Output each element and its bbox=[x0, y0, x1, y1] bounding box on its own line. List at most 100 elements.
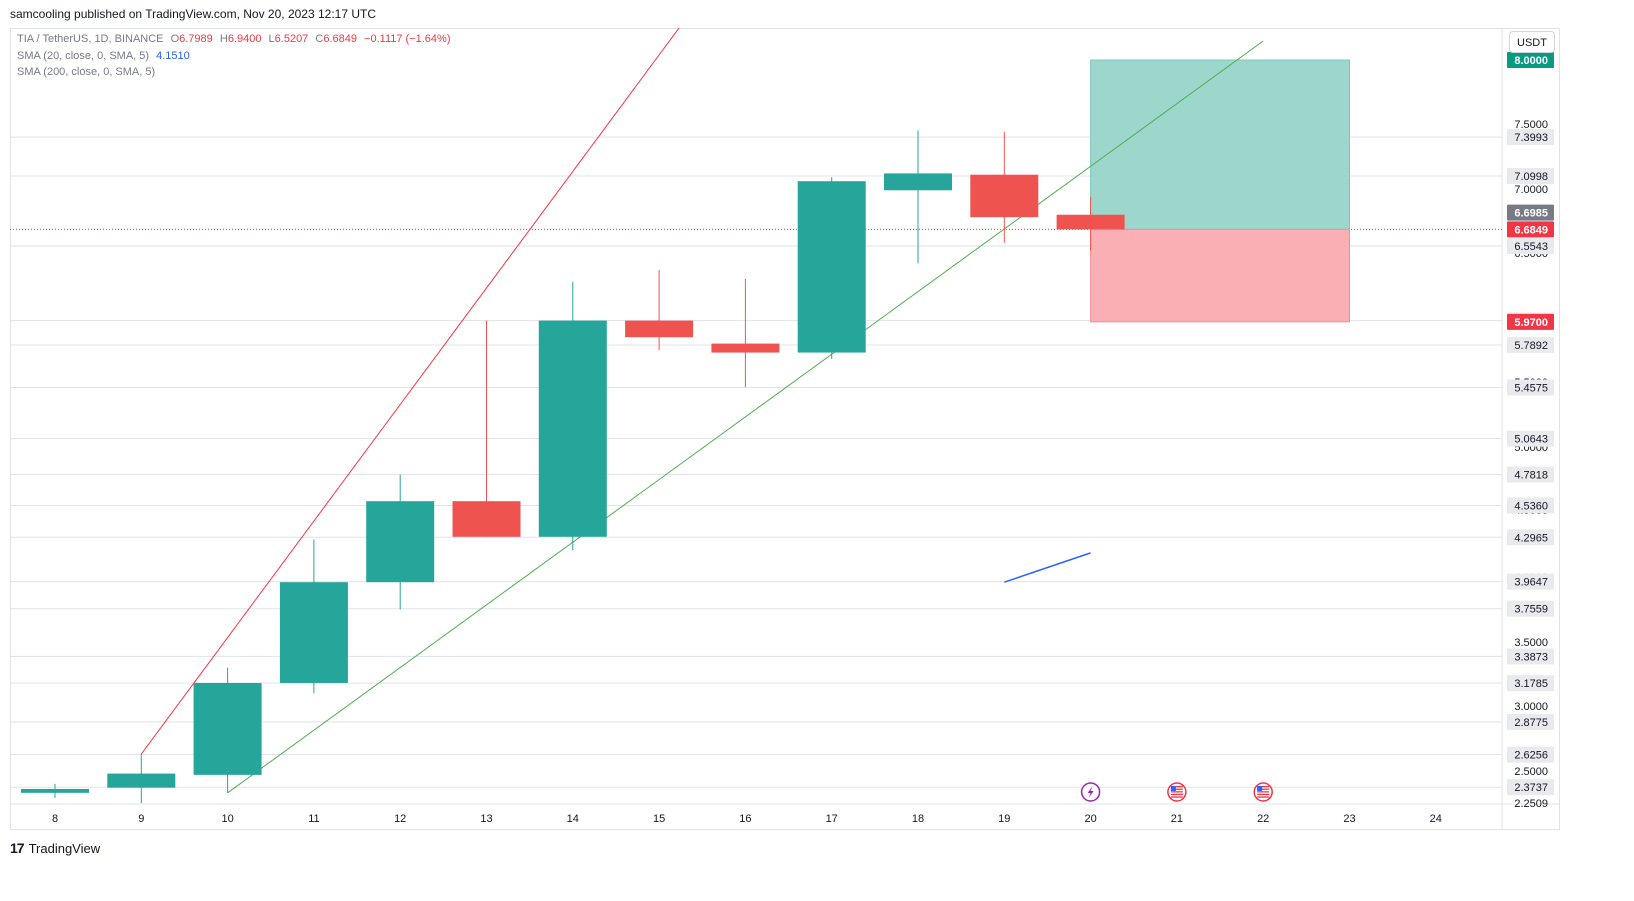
level-tag-label: 5.7892 bbox=[1514, 340, 1548, 352]
candle-15 bbox=[625, 269, 694, 350]
price-axis-label: 7.5000 bbox=[1514, 119, 1548, 131]
candle-body bbox=[538, 320, 607, 537]
time-axis-label: 22 bbox=[1257, 813, 1269, 825]
level-tag-label: 2.6256 bbox=[1514, 750, 1548, 762]
stop-price-tag: 5.9700 bbox=[1514, 317, 1548, 329]
time-axis-label: 18 bbox=[912, 813, 924, 825]
time-axis-label: 24 bbox=[1430, 813, 1442, 825]
time-axis-label: 12 bbox=[394, 813, 406, 825]
current-price-tag-bg bbox=[1507, 221, 1554, 238]
candle-9 bbox=[107, 754, 176, 804]
level-tag-label: 3.1785 bbox=[1514, 678, 1548, 690]
candle-body bbox=[711, 343, 780, 353]
level-tag-label: 5.0643 bbox=[1514, 434, 1548, 446]
high-value: 6.9400 bbox=[227, 33, 262, 45]
time-axis-label: 11 bbox=[308, 813, 319, 825]
candle-8 bbox=[21, 783, 89, 798]
open-value: 6.7989 bbox=[179, 33, 213, 45]
lightning-bolt bbox=[1087, 786, 1094, 798]
close-value: 6.6849 bbox=[323, 33, 357, 45]
level-tag-bg bbox=[1507, 497, 1554, 514]
flag-stripe bbox=[1170, 788, 1183, 790]
level-tag-bg bbox=[1507, 129, 1554, 146]
level-tag-label: 7.0998 bbox=[1514, 171, 1548, 183]
prev-close-tag: 6.6985 bbox=[1514, 208, 1548, 220]
flag-canton bbox=[1257, 786, 1263, 791]
candle-body bbox=[452, 501, 521, 537]
legend-row-sma200: SMA (200, close, 0, SMA, 5) bbox=[17, 66, 159, 78]
sma20-value: 4.1510 bbox=[156, 50, 190, 62]
time-axis-label: 15 bbox=[653, 813, 665, 825]
trendlines bbox=[140, 28, 1264, 794]
grid-layer bbox=[10, 28, 1560, 830]
high-label: H bbox=[219, 33, 228, 45]
time-axis-label: 16 bbox=[739, 813, 751, 825]
chart-frame bbox=[10, 28, 1560, 830]
brand-label: TradingView bbox=[28, 840, 101, 856]
level-tag-bg bbox=[1507, 379, 1554, 396]
position-tool bbox=[1090, 59, 1350, 323]
resistance-trendline bbox=[140, 28, 680, 755]
flag-stripe bbox=[1257, 796, 1270, 798]
tradingview-brand: 17 TradingView bbox=[10, 840, 100, 856]
candle-body bbox=[279, 582, 348, 683]
legend-row-sma20: SMA (20, close, 0, SMA, 5) 4.1510 bbox=[17, 50, 194, 62]
flag-stripe bbox=[1257, 791, 1270, 793]
candle-14 bbox=[538, 281, 607, 551]
candle-17 bbox=[797, 177, 866, 359]
ohlc-close: C6.6849 bbox=[315, 33, 357, 45]
time-axis-label: 9 bbox=[138, 813, 144, 825]
time-axis-label: 21 bbox=[1171, 813, 1183, 825]
flag-stripe bbox=[1257, 786, 1270, 788]
time-axis-label: 8 bbox=[52, 813, 58, 825]
level-tag-bg bbox=[1507, 779, 1554, 796]
level-tag-bg bbox=[1507, 746, 1554, 763]
price-axis-label: 2.5000 bbox=[1514, 766, 1548, 778]
level-tag-bg bbox=[1507, 573, 1554, 590]
ohlc-open: O6.7989 bbox=[171, 33, 213, 45]
time-axis-label: 19 bbox=[998, 813, 1010, 825]
level-tag-label: 2.8775 bbox=[1514, 717, 1548, 729]
candle-body bbox=[970, 174, 1039, 218]
candle-19 bbox=[970, 131, 1039, 243]
time-axis-label: 10 bbox=[221, 813, 233, 825]
time-axis-label: 14 bbox=[567, 813, 579, 825]
sma20-label: SMA (20, close, 0, SMA, 5) bbox=[17, 50, 150, 62]
us-flag-event-icon bbox=[1253, 782, 1273, 802]
ohlc-high: H6.9400 bbox=[220, 33, 262, 45]
level-tag-bg bbox=[1507, 648, 1554, 665]
close-label: C bbox=[315, 33, 324, 45]
current-price-tag: 6.6849 bbox=[1514, 224, 1548, 236]
time-axis-label: 20 bbox=[1084, 813, 1096, 825]
candle-11 bbox=[279, 539, 348, 694]
prev-close-tag-bg bbox=[1507, 204, 1554, 221]
level-tag-label: 7.3993 bbox=[1514, 132, 1548, 144]
open-label: O bbox=[170, 33, 180, 45]
flag-stripe bbox=[1257, 793, 1270, 796]
level-tag-label: 3.7559 bbox=[1514, 604, 1548, 616]
level-tag-bg bbox=[1507, 713, 1554, 730]
candle-body bbox=[1056, 214, 1125, 230]
flag-canton bbox=[1170, 786, 1176, 791]
candles bbox=[21, 130, 1125, 804]
candle-body bbox=[107, 773, 176, 788]
symbol-label: TIA / TetherUS, 1D, BINANCE bbox=[17, 33, 164, 45]
price-axis-label: 7.0000 bbox=[1514, 184, 1548, 196]
us-flag-event-icon bbox=[1167, 782, 1187, 802]
event-markers bbox=[1080, 782, 1273, 802]
flag-stripe bbox=[1170, 786, 1183, 788]
target-zone bbox=[1090, 59, 1350, 230]
price-axis-label: 3.0000 bbox=[1514, 701, 1548, 713]
time-axis-label: 23 bbox=[1343, 813, 1355, 825]
candle-10 bbox=[193, 667, 262, 793]
price-axis: 8.00007.50007.00006.50006.00005.50005.00… bbox=[1507, 52, 1554, 810]
level-tag-bg bbox=[1507, 430, 1554, 447]
level-tag-bg bbox=[1507, 675, 1554, 692]
level-tag-label: 4.7818 bbox=[1514, 469, 1548, 481]
level-tag-label: 2.3737 bbox=[1514, 782, 1548, 794]
flag-stripe bbox=[1170, 793, 1183, 796]
currency-button[interactable]: USDT bbox=[1509, 31, 1555, 53]
low-value: 6.5207 bbox=[274, 33, 309, 45]
level-tag-bg bbox=[1507, 529, 1554, 546]
